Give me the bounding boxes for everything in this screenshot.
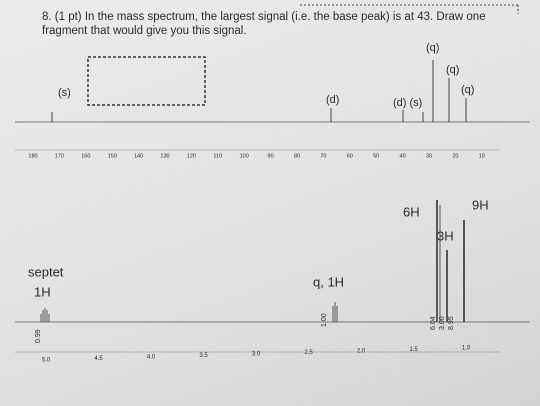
peak-label: 1H xyxy=(34,284,51,299)
integral: 0.99 xyxy=(35,329,42,343)
peak-label: (q) xyxy=(426,42,439,54)
peak-label: (s) xyxy=(58,87,71,99)
integral: 3.00 xyxy=(439,316,446,330)
axis-tick-label: 4.5 xyxy=(94,356,103,362)
axis-tick-label: 130 xyxy=(160,153,169,159)
axis-tick-label: 4.0 xyxy=(147,355,156,361)
axis-tick-label: 90 xyxy=(268,153,274,159)
peak-label: q, 1H xyxy=(313,274,344,289)
answer-box xyxy=(87,56,206,106)
peak-label: 3H xyxy=(437,228,454,243)
peak-label: 9H xyxy=(472,197,489,212)
axis-tick-label: 50 xyxy=(373,153,379,159)
peak-label: septet xyxy=(28,264,64,279)
question: 8. (1 pt) In the mass spectrum, the larg… xyxy=(42,11,486,37)
peak-label: (q) xyxy=(446,64,459,76)
integral: 6.04 xyxy=(430,316,437,330)
integral: 1.00 xyxy=(321,313,328,327)
axis-tick-label: 3.0 xyxy=(252,352,261,358)
peak-label: (q) xyxy=(461,84,474,96)
axis-tick-label: 80 xyxy=(294,153,300,159)
carbon-peaks xyxy=(51,60,467,122)
axis-tick-label: 160 xyxy=(81,153,90,159)
axis-tick-label: 2.0 xyxy=(357,349,366,355)
axis-tick-label: 180 xyxy=(28,153,37,159)
axis-tick-label: 170 xyxy=(55,153,64,159)
axis-tick-label: 3.5 xyxy=(199,353,208,359)
proton-peaks xyxy=(40,200,465,322)
axis-tick-label: 2.5 xyxy=(304,350,313,356)
axis-tick-label: 5.0 xyxy=(42,358,51,364)
axis-tick-label: 150 xyxy=(108,153,117,159)
axis-tick-label: 30 xyxy=(426,153,432,159)
axis-tick-label: 100 xyxy=(240,153,249,159)
axis-tick-label: 60 xyxy=(347,153,353,159)
axis-tick-label: 40 xyxy=(400,153,406,159)
axis-tick-label: 70 xyxy=(320,153,326,159)
peak-label: 6H xyxy=(403,204,420,219)
axis-tick-label: 20 xyxy=(452,153,458,159)
integral: 8.95 xyxy=(448,316,455,330)
peak-label: (d) xyxy=(326,94,339,106)
axis-tick-label: 140 xyxy=(134,153,143,159)
axis-tick-label: 10 xyxy=(479,153,485,159)
axis-tick-label: 1.0 xyxy=(462,346,471,352)
axis-tick-label: 110 xyxy=(213,153,222,159)
axis-tick-label: 120 xyxy=(187,153,196,159)
axis-tick-label: 1.5 xyxy=(409,347,418,353)
peak-label: (d) (s) xyxy=(393,97,422,109)
